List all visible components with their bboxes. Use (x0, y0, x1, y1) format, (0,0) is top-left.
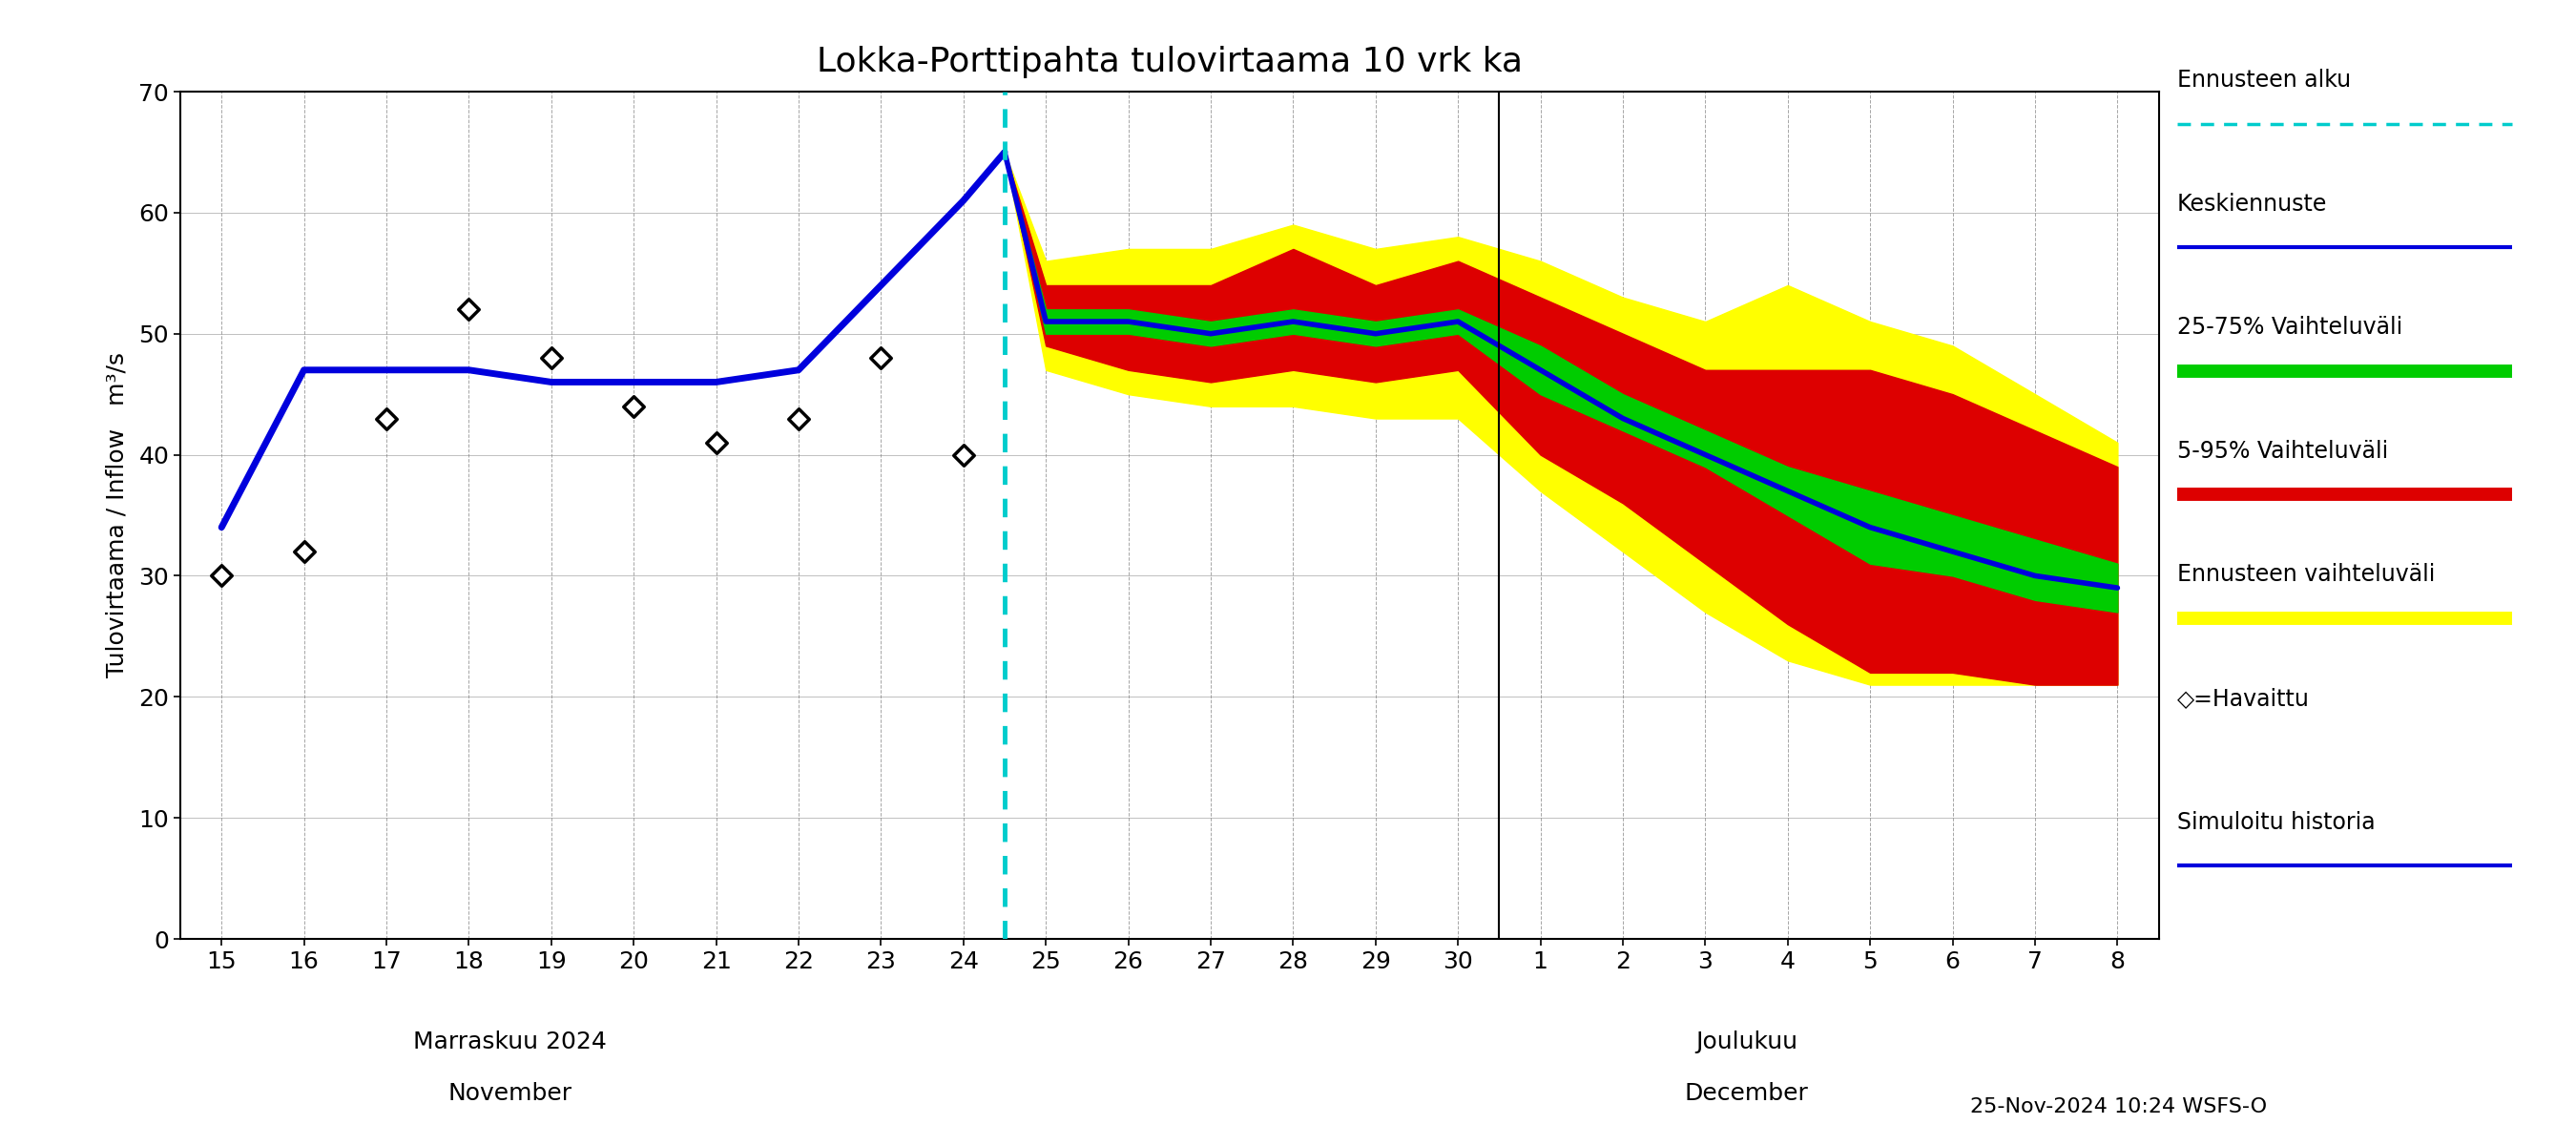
Text: Keskiennuste: Keskiennuste (2177, 192, 2326, 215)
Point (696, 434, 737, 452)
Text: Ennusteen vaihteluväli: Ennusteen vaihteluväli (2177, 563, 2434, 586)
Point (531, 349, 572, 368)
Text: Ennusteen alku: Ennusteen alku (2177, 69, 2349, 92)
Text: 5-95% Vaihteluväli: 5-95% Vaihteluväli (2177, 440, 2388, 463)
Text: November: November (448, 1082, 572, 1105)
Text: Marraskuu 2024: Marraskuu 2024 (412, 1030, 608, 1053)
Text: Joulukuu: Joulukuu (1695, 1030, 1798, 1053)
Text: 25-Nov-2024 10:24 WSFS-O: 25-Nov-2024 10:24 WSFS-O (1971, 1097, 2267, 1116)
Y-axis label: Tulovirtaama / Inflow   m³/s: Tulovirtaama / Inflow m³/s (106, 353, 129, 678)
Text: 25-75% Vaihteluväli: 25-75% Vaihteluväli (2177, 316, 2401, 339)
Point (283, 543, 325, 561)
Text: Simuloitu historia: Simuloitu historia (2177, 811, 2375, 834)
Title: Lokka-Porttipahta tulovirtaama 10 vrk ka: Lokka-Porttipahta tulovirtaama 10 vrk ka (817, 46, 1522, 78)
Point (366, 409, 407, 427)
Point (448, 300, 489, 318)
Text: ◇=Havaittu: ◇=Havaittu (2177, 687, 2308, 710)
Point (943, 445, 984, 464)
Point (613, 397, 654, 416)
Point (860, 349, 902, 368)
Point (778, 409, 819, 427)
Point (201, 567, 242, 585)
Text: December: December (1685, 1082, 1808, 1105)
